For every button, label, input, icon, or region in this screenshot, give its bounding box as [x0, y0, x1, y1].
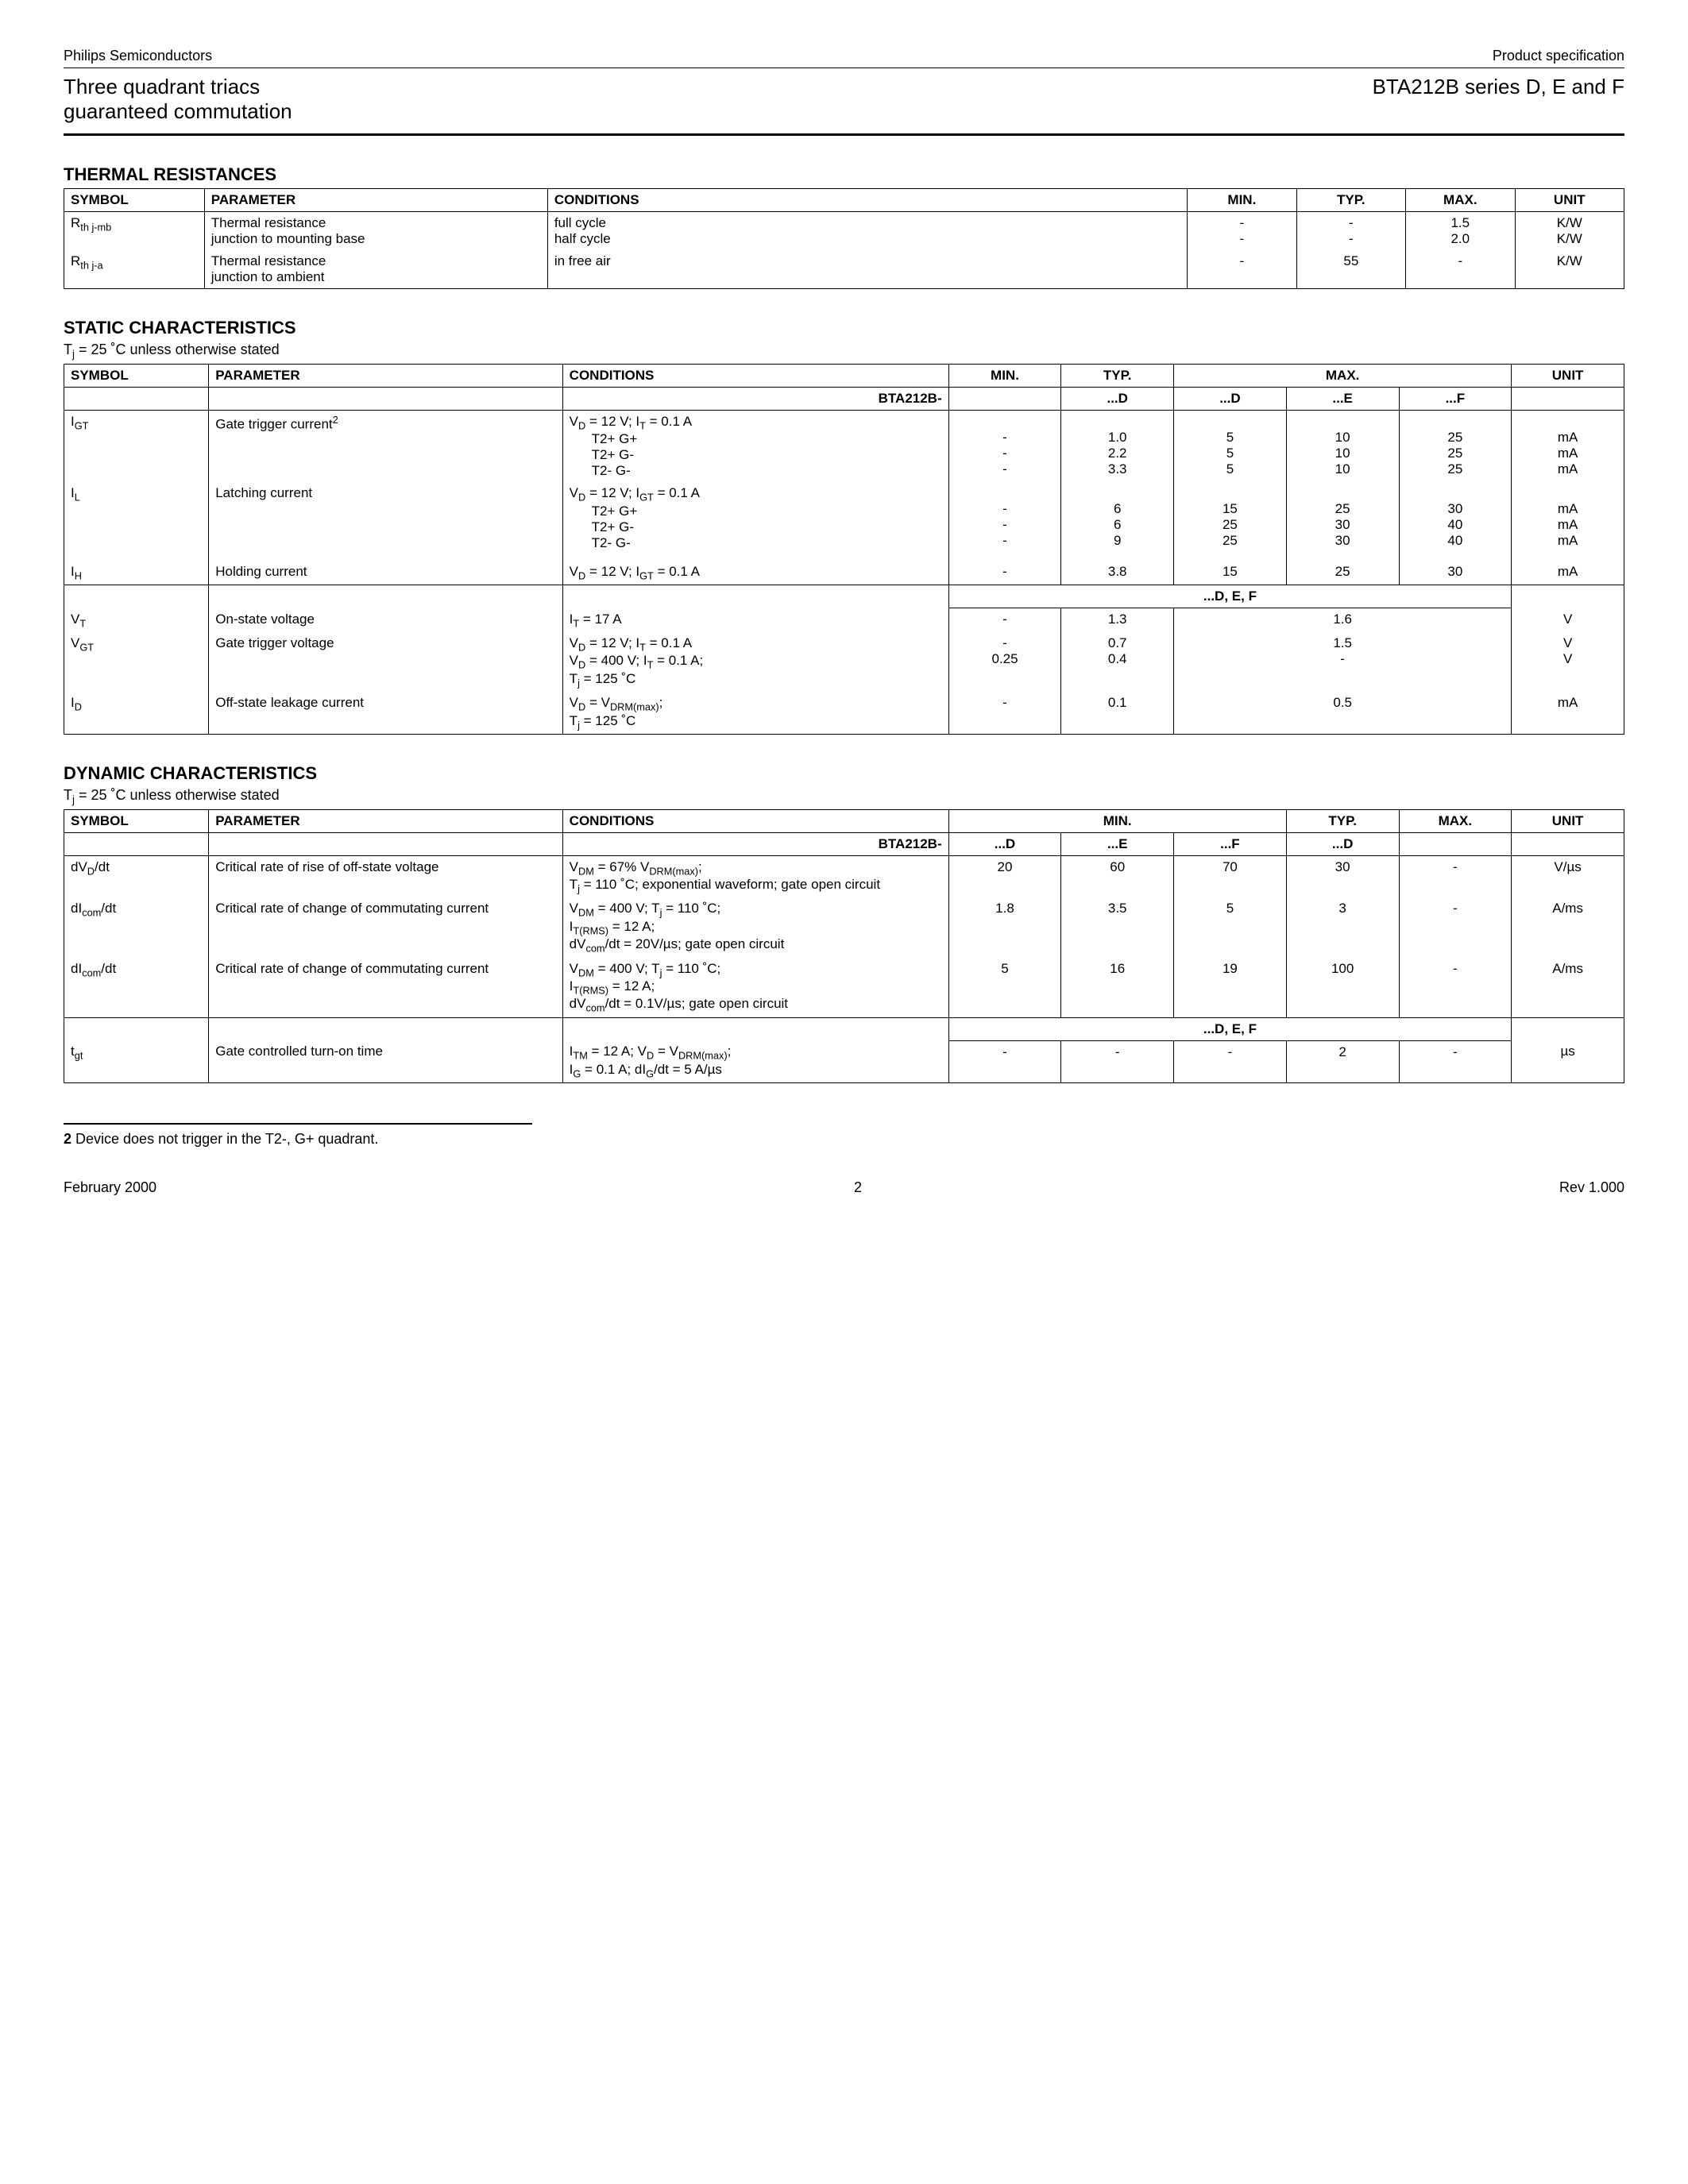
table-row: Rth j-mb Thermal resistancejunction to m… — [64, 212, 1624, 251]
footer-rev: Rev 1.000 — [1559, 1179, 1624, 1196]
dynamic-subtitle: Tj = 25 ˚C unless otherwise stated — [64, 787, 1624, 806]
thermal-title: THERMAL RESISTANCES — [64, 164, 1624, 185]
static-table: SYMBOL PARAMETER CONDITIONS MIN. TYP. MA… — [64, 364, 1624, 735]
table-header-row: SYMBOL PARAMETER CONDITIONS MIN. TYP. MA… — [64, 364, 1624, 387]
footnote-separator — [64, 1123, 532, 1125]
title-right: BTA212B series D, E and F — [1373, 75, 1624, 99]
footer: February 2000 2 Rev 1.000 — [64, 1179, 1624, 1196]
table-row: Rth j-a Thermal resistancejunction to am… — [64, 250, 1624, 289]
static-subtitle: Tj = 25 ˚C unless otherwise stated — [64, 341, 1624, 361]
table-row: IGT Gate trigger current2 VD = 12 V; IT … — [64, 410, 1624, 482]
table-header-row: SYMBOL PARAMETER CONDITIONS MIN. TYP. MA… — [64, 189, 1624, 212]
doctype: Product specification — [1493, 48, 1624, 64]
table-subheader-row: ...D, E, F — [64, 1017, 1624, 1040]
title-left: Three quadrant triacs guaranteed commuta… — [64, 75, 292, 124]
table-row: ID Off-state leakage current VD = VDRM(m… — [64, 692, 1624, 734]
table-row: dIcom/dt Critical rate of change of comm… — [64, 897, 1624, 957]
table-row: tgt Gate controlled turn-on time ITM = 1… — [64, 1040, 1624, 1082]
footer-page: 2 — [854, 1179, 862, 1196]
header-main: Three quadrant triacs guaranteed commuta… — [64, 68, 1624, 136]
table-row: dVD/dt Critical rate of rise of off-stat… — [64, 855, 1624, 897]
thermal-table: SYMBOL PARAMETER CONDITIONS MIN. TYP. MA… — [64, 188, 1624, 289]
header-top: Philips Semiconductors Product specifica… — [64, 48, 1624, 68]
footer-date: February 2000 — [64, 1179, 156, 1196]
dynamic-title: DYNAMIC CHARACTERISTICS — [64, 763, 1624, 784]
table-row: VT On-state voltage IT = 17 A - 1.3 1.6 … — [64, 608, 1624, 632]
table-row: dIcom/dt Critical rate of change of comm… — [64, 958, 1624, 1018]
footnote: 2 Device does not trigger in the T2-, G+… — [64, 1131, 1624, 1148]
table-row: VGT Gate trigger voltage VD = 12 V; IT =… — [64, 632, 1624, 692]
static-title: STATIC CHARACTERISTICS — [64, 318, 1624, 338]
table-subheader-row: BTA212B- ...D ...D ...E ...F — [64, 387, 1624, 410]
table-row: IL Latching current VD = 12 V; IGT = 0.1… — [64, 482, 1624, 554]
table-row: IH Holding current VD = 12 V; IGT = 0.1 … — [64, 554, 1624, 585]
dynamic-table: SYMBOL PARAMETER CONDITIONS MIN. TYP. MA… — [64, 809, 1624, 1083]
company: Philips Semiconductors — [64, 48, 212, 64]
table-subheader-row: BTA212B- ...D ...E ...F ...D — [64, 832, 1624, 855]
table-subheader-row: ...D, E, F — [64, 585, 1624, 608]
table-header-row: SYMBOL PARAMETER CONDITIONS MIN. TYP. MA… — [64, 809, 1624, 832]
